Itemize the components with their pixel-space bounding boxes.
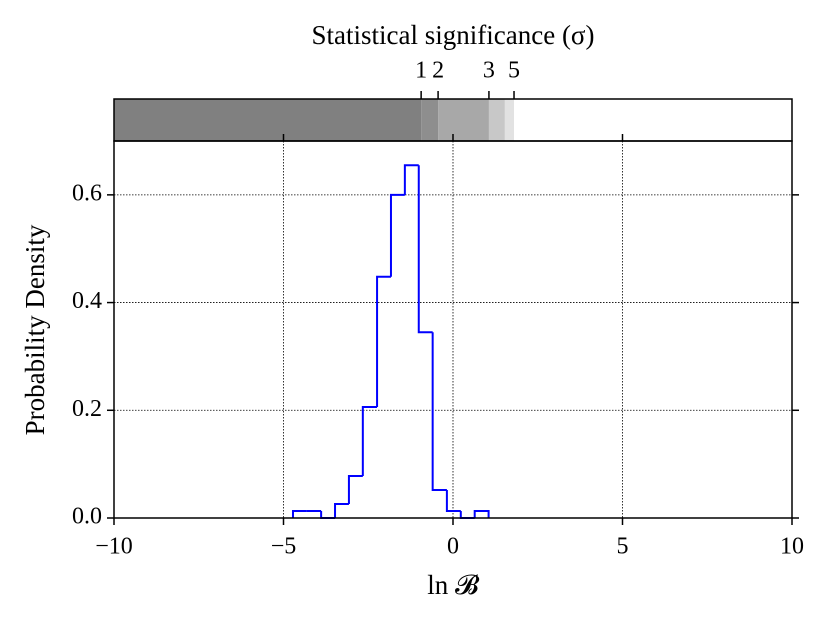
significance-tick-label: 3 xyxy=(483,58,495,84)
histogram-step xyxy=(361,406,378,476)
x-tick-label: −5 xyxy=(271,534,297,560)
significance-tick-label: 2 xyxy=(432,58,444,84)
significance-band xyxy=(514,99,792,141)
significance-title: Statistical significance (σ) xyxy=(312,20,595,50)
x-axis-label: ln 𝓑 xyxy=(427,570,480,600)
histogram-step xyxy=(459,510,475,519)
x-tick-label: 10 xyxy=(780,534,804,560)
histogram-step xyxy=(473,509,490,518)
significance-band xyxy=(114,99,422,141)
y-tick-label: 0.6 xyxy=(72,180,102,206)
significance-band xyxy=(504,99,515,141)
histogram-step xyxy=(291,509,307,518)
histogram-step xyxy=(403,164,419,195)
histogram-step xyxy=(376,275,391,408)
y-axis-label: Probability Density xyxy=(20,224,50,435)
histogram-step xyxy=(347,474,363,504)
significance-band xyxy=(421,99,439,141)
x-tick-label: −10 xyxy=(95,534,133,560)
y-tick-label: 0.2 xyxy=(72,396,102,422)
histogram-step xyxy=(389,193,405,277)
x-tick-label: 0 xyxy=(447,534,459,560)
x-tick-label: 5 xyxy=(617,534,629,560)
y-tick-label: 0.0 xyxy=(72,504,102,530)
histogram-step xyxy=(320,510,336,519)
significance-band xyxy=(488,99,505,141)
significance-tick-label: 1 xyxy=(415,58,427,84)
significance-band xyxy=(438,99,489,141)
significance-tick-label: 5 xyxy=(508,58,520,84)
plot-frame xyxy=(113,140,793,519)
histogram-step xyxy=(334,502,349,518)
histogram-step xyxy=(417,165,433,334)
histogram-step xyxy=(445,489,461,512)
histogram-step xyxy=(431,332,447,491)
y-tick-label: 0.4 xyxy=(72,288,102,314)
